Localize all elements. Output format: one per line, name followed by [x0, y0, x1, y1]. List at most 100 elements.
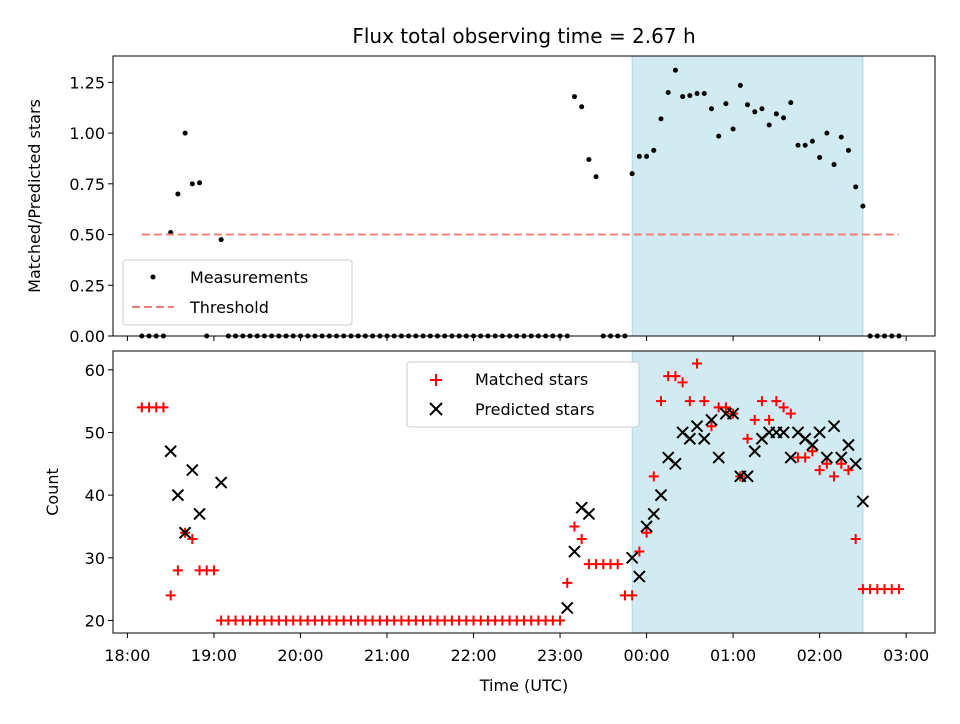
- top-measurements-point: [593, 174, 599, 180]
- bottom-matched-stars-point: [771, 396, 782, 407]
- bottom-predicted-stars-point: [669, 457, 682, 471]
- bottom-matched-stars-point: [555, 615, 566, 626]
- top-measurements-point: [644, 153, 650, 159]
- bottom-matched-stars-point: [699, 396, 710, 407]
- top-measurements-point: [845, 147, 851, 153]
- bottom-legend-box: [406, 361, 640, 428]
- bottom-legend-label-predicted: Predicted stars: [475, 400, 595, 419]
- top-measurements-point: [197, 180, 203, 186]
- top-measurements-point: [680, 94, 686, 100]
- bottom-matched-stars-point: [742, 433, 753, 444]
- bottom-matched-stars-point: [764, 414, 775, 425]
- bottom-predicted-stars-point: [164, 445, 177, 458]
- top-measurements-point: [218, 237, 224, 243]
- top-y-tick-label: 0.75: [69, 175, 105, 194]
- top-y-tick-label: 0.50: [69, 226, 105, 245]
- bottom-legend-label-matched: Matched stars: [475, 370, 588, 389]
- top-measurements-point: [853, 184, 859, 190]
- bottom-predicted-stars-point: [806, 438, 819, 452]
- bottom-matched-stars-point: [634, 546, 645, 557]
- bottom-legend: Matched stars Predicted stars: [406, 361, 640, 428]
- top-measurements-point: [809, 138, 815, 144]
- top-measurements-point: [694, 91, 700, 97]
- top-measurements-point: [716, 133, 722, 139]
- top-measurements-point: [745, 102, 751, 108]
- bottom-predicted-stars-point: [178, 526, 192, 539]
- top-measurements-point: [795, 142, 801, 148]
- top-y-tick-label: 0.25: [69, 276, 105, 295]
- bottom-predicted-stars-point: [835, 451, 848, 464]
- bottom-predicted-stars-point: [625, 551, 639, 565]
- bottom-predicted-stars-point: [193, 507, 206, 521]
- bottom-predicted-stars-point: [186, 463, 199, 477]
- top-measurements-point: [759, 106, 765, 112]
- bottom-matched-stars-point: [720, 402, 731, 413]
- bottom-x-tick-label: 19:00: [191, 646, 237, 665]
- bottom-matched-stars-point: [677, 377, 688, 388]
- bottom-matched-stars-point: [785, 408, 796, 419]
- top-measurements-point: [831, 162, 837, 168]
- top-plot-frame: [112, 55, 936, 337]
- bottom-matched-stars-point: [836, 458, 847, 469]
- bottom-predicted-stars-point: [849, 457, 862, 471]
- bottom-matched-stars-point: [829, 471, 840, 482]
- top-measurements-point: [665, 90, 671, 96]
- bottom-x-tick-label: 01:00: [710, 646, 756, 665]
- bottom-x-tick-label: 18:00: [104, 646, 150, 665]
- top-measurements-point: [651, 147, 657, 153]
- top-y-tick-label: 0.00: [69, 327, 105, 346]
- bottom-matched-stars-point: [706, 421, 717, 432]
- top-y-tick-label: 1.00: [69, 124, 105, 143]
- top-measurements-point: [586, 156, 592, 162]
- bottom-predicted-stars-point: [726, 407, 740, 420]
- bottom-matched-stars-point: [749, 414, 760, 425]
- bottom-x-tick-label: 03:00: [883, 646, 929, 665]
- top-legend: Measurements Threshold: [122, 259, 353, 326]
- bottom-matched-stars-point: [648, 471, 659, 482]
- top-measurements-point: [802, 142, 808, 148]
- bottom-matched-stars-point: [670, 371, 681, 382]
- bottom-predicted-stars-point: [171, 488, 185, 502]
- top-measurements-point: [175, 191, 181, 197]
- top-y-tick-label: 1.25: [69, 73, 105, 92]
- top-measurements-point: [860, 203, 866, 209]
- bottom-y-tick-label: 50: [85, 423, 105, 442]
- bottom-predicted-stars-point: [654, 488, 668, 502]
- top-measurements-point: [182, 130, 188, 136]
- bottom-predicted-stars-point: [856, 495, 870, 508]
- top-measurements-point: [723, 101, 729, 107]
- top-measurements-point: [824, 130, 830, 136]
- bottom-matched-stars-point: [612, 559, 623, 570]
- bottom-matched-stars-point: [893, 584, 904, 595]
- bottom-predicted-stars-point: [582, 507, 596, 521]
- bottom-predicted-stars-point: [748, 445, 761, 458]
- bottom-predicted-stars-point: [568, 545, 581, 558]
- top-measurements-point: [752, 109, 758, 115]
- top-measurements-point: [629, 171, 635, 177]
- bottom-matched-stars-point: [656, 396, 666, 407]
- bottom-matched-stars-point: [850, 534, 861, 544]
- bottom-x-axis-label: Time (UTC): [479, 676, 568, 695]
- bottom-x-tick-label: 20:00: [277, 646, 323, 665]
- bottom-predicted-stars-point: [741, 470, 754, 483]
- bottom-matched-stars-point: [187, 534, 198, 544]
- bottom-matched-stars-point: [807, 446, 818, 457]
- bottom-legend-marker-matched: [430, 374, 442, 386]
- bottom-matched-stars-point: [158, 402, 169, 413]
- bottom-predicted-stars-point: [777, 426, 790, 439]
- top-measurements-point: [579, 104, 585, 110]
- bottom-predicted-stars-point: [698, 432, 711, 445]
- bottom-predicted-stars-point: [214, 476, 228, 489]
- bottom-matched-stars-point: [627, 590, 638, 601]
- top-measurements-point: [708, 106, 714, 112]
- bottom-matched-stars-point: [814, 465, 825, 476]
- bottom-predicted-stars-point: [842, 438, 855, 452]
- top-measurements-point: [737, 82, 743, 88]
- top-measurements-point: [636, 153, 642, 159]
- bottom-predicted-stars-point: [784, 451, 797, 464]
- bottom-matched-stars-point: [208, 565, 219, 576]
- bottom-x-tick-label: 21:00: [364, 646, 410, 665]
- top-measurements-point: [781, 115, 787, 121]
- top-legend-marker-measurements: [150, 274, 156, 280]
